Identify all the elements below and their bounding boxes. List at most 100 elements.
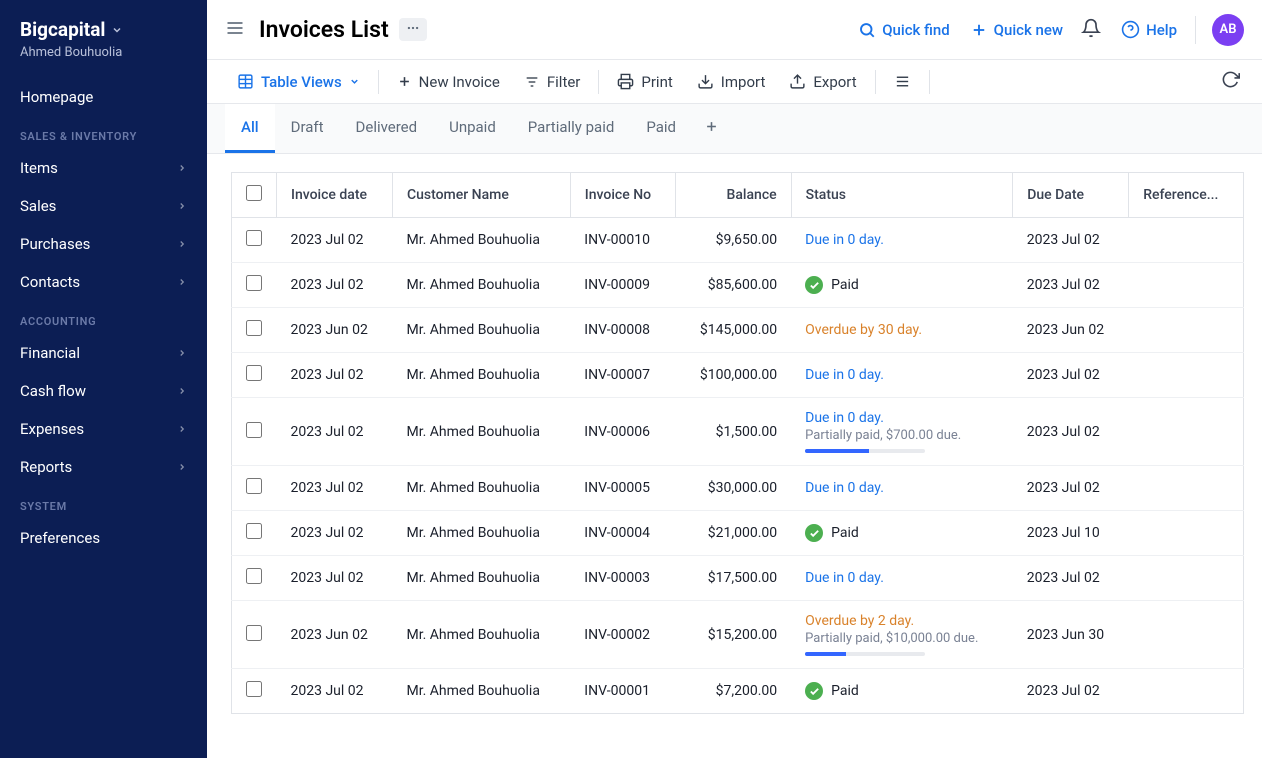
status-text: Paid xyxy=(831,683,859,699)
cell-status: Due in 0 day.Partially paid, $700.00 due… xyxy=(791,398,1013,466)
print-button[interactable]: Print xyxy=(605,67,684,97)
nav-item-purchases[interactable]: Purchases xyxy=(0,225,207,263)
table-row[interactable]: 2023 Jul 02Mr. Ahmed BouhuoliaINV-00004$… xyxy=(232,511,1244,556)
table-views-button[interactable]: Table Views xyxy=(225,67,372,97)
chevron-right-icon xyxy=(177,382,187,400)
column-header[interactable]: Invoice No xyxy=(570,173,675,218)
add-tab-button[interactable] xyxy=(692,105,731,152)
import-button[interactable]: Import xyxy=(685,67,778,97)
plus-icon xyxy=(397,74,412,89)
tab-unpaid[interactable]: Unpaid xyxy=(433,104,512,153)
table-row[interactable]: 2023 Jul 02Mr. Ahmed BouhuoliaINV-00001$… xyxy=(232,669,1244,714)
hamburger-icon[interactable] xyxy=(225,18,245,42)
column-header[interactable]: Invoice date xyxy=(277,173,393,218)
nav-item-items[interactable]: Items xyxy=(0,149,207,187)
table-row[interactable]: 2023 Jun 02Mr. Ahmed BouhuoliaINV-00002$… xyxy=(232,601,1244,669)
tab-all[interactable]: All xyxy=(225,104,275,153)
more-button[interactable] xyxy=(399,18,427,41)
notifications-button[interactable] xyxy=(1081,18,1101,42)
cell-customer: Mr. Ahmed Bouhuolia xyxy=(392,218,570,263)
table-row[interactable]: 2023 Jul 02Mr. Ahmed BouhuoliaINV-00007$… xyxy=(232,353,1244,398)
cell-customer: Mr. Ahmed Bouhuolia xyxy=(392,556,570,601)
nav-section-header: SALES & INVENTORY xyxy=(0,116,207,149)
row-checkbox-cell xyxy=(232,601,277,669)
quick-find-button[interactable]: Quick find xyxy=(858,21,949,39)
status-text: Due in 0 day. xyxy=(805,410,999,426)
row-checkbox[interactable] xyxy=(246,365,262,381)
export-button[interactable]: Export xyxy=(777,67,868,97)
row-checkbox[interactable] xyxy=(246,523,262,539)
new-invoice-label: New Invoice xyxy=(419,73,500,91)
table-row[interactable]: 2023 Jul 02Mr. Ahmed BouhuoliaINV-00003$… xyxy=(232,556,1244,601)
nav-item-reports[interactable]: Reports xyxy=(0,448,207,486)
toolbar: Table Views New Invoice Filter Print Imp… xyxy=(207,60,1262,104)
row-checkbox[interactable] xyxy=(246,230,262,246)
brand[interactable]: Bigcapital xyxy=(0,18,207,45)
print-label: Print xyxy=(641,73,672,91)
ellipsis-icon xyxy=(405,21,421,35)
nav-item-financial[interactable]: Financial xyxy=(0,334,207,372)
nav-item-cash-flow[interactable]: Cash flow xyxy=(0,372,207,410)
cell-date: 2023 Jul 02 xyxy=(277,353,393,398)
column-header[interactable]: Due Date xyxy=(1013,173,1129,218)
export-label: Export xyxy=(813,73,856,91)
row-checkbox[interactable] xyxy=(246,320,262,336)
main: Invoices List Quick find Quick new Help … xyxy=(207,0,1262,758)
nav-item-label: Items xyxy=(20,159,58,177)
separator xyxy=(598,70,599,94)
cell-due-date: 2023 Jun 02 xyxy=(1013,308,1129,353)
cell-reference xyxy=(1129,511,1244,556)
column-header[interactable]: Reference... xyxy=(1129,173,1244,218)
cell-date: 2023 Jul 02 xyxy=(277,398,393,466)
tab-delivered[interactable]: Delivered xyxy=(340,104,434,153)
row-checkbox[interactable] xyxy=(246,625,262,641)
help-button[interactable]: Help xyxy=(1121,20,1177,39)
row-checkbox[interactable] xyxy=(246,478,262,494)
avatar[interactable]: AB xyxy=(1212,14,1244,46)
nav-item-contacts[interactable]: Contacts xyxy=(0,263,207,301)
cell-balance: $21,000.00 xyxy=(675,511,791,556)
column-header[interactable]: Balance xyxy=(675,173,791,218)
nav-item-preferences[interactable]: Preferences xyxy=(0,519,207,557)
cell-reference xyxy=(1129,218,1244,263)
row-checkbox-cell xyxy=(232,669,277,714)
cell-invoice-no: INV-00006 xyxy=(570,398,675,466)
table-row[interactable]: 2023 Jul 02Mr. Ahmed BouhuoliaINV-00005$… xyxy=(232,466,1244,511)
progress-bar xyxy=(805,449,925,453)
nav-homepage[interactable]: Homepage xyxy=(0,78,207,116)
separator xyxy=(378,70,379,94)
nav-item-sales[interactable]: Sales xyxy=(0,187,207,225)
cell-date: 2023 Jul 02 xyxy=(277,466,393,511)
tab-draft[interactable]: Draft xyxy=(275,104,340,153)
chevron-down-icon xyxy=(111,24,123,36)
row-checkbox[interactable] xyxy=(246,275,262,291)
cell-status: Overdue by 2 day.Partially paid, $10,000… xyxy=(791,601,1013,669)
row-checkbox[interactable] xyxy=(246,681,262,697)
table-icon xyxy=(237,73,254,90)
column-header[interactable]: Customer Name xyxy=(392,173,570,218)
tab-partially-paid[interactable]: Partially paid xyxy=(512,104,631,153)
status-text: Paid xyxy=(831,525,859,541)
row-checkbox[interactable] xyxy=(246,568,262,584)
nav-item-label: Reports xyxy=(20,458,72,476)
refresh-button[interactable] xyxy=(1217,66,1244,97)
column-header[interactable]: Status xyxy=(791,173,1013,218)
list-options-button[interactable] xyxy=(882,67,923,96)
row-checkbox[interactable] xyxy=(246,422,262,438)
cell-due-date: 2023 Jul 10 xyxy=(1013,511,1129,556)
nav-item-label: Purchases xyxy=(20,235,90,253)
tab-paid[interactable]: Paid xyxy=(630,104,692,153)
quick-find-label: Quick find xyxy=(882,21,949,39)
nav-item-expenses[interactable]: Expenses xyxy=(0,410,207,448)
select-all-checkbox[interactable] xyxy=(246,185,262,201)
quick-new-button[interactable]: Quick new xyxy=(970,21,1063,39)
table-row[interactable]: 2023 Jun 02Mr. Ahmed BouhuoliaINV-00008$… xyxy=(232,308,1244,353)
new-invoice-button[interactable]: New Invoice xyxy=(385,67,512,97)
refresh-icon xyxy=(1221,70,1240,89)
cell-customer: Mr. Ahmed Bouhuolia xyxy=(392,669,570,714)
table-row[interactable]: 2023 Jul 02Mr. Ahmed BouhuoliaINV-00006$… xyxy=(232,398,1244,466)
cell-balance: $30,000.00 xyxy=(675,466,791,511)
filter-button[interactable]: Filter xyxy=(512,67,593,97)
table-row[interactable]: 2023 Jul 02Mr. Ahmed BouhuoliaINV-00010$… xyxy=(232,218,1244,263)
table-row[interactable]: 2023 Jul 02Mr. Ahmed BouhuoliaINV-00009$… xyxy=(232,263,1244,308)
